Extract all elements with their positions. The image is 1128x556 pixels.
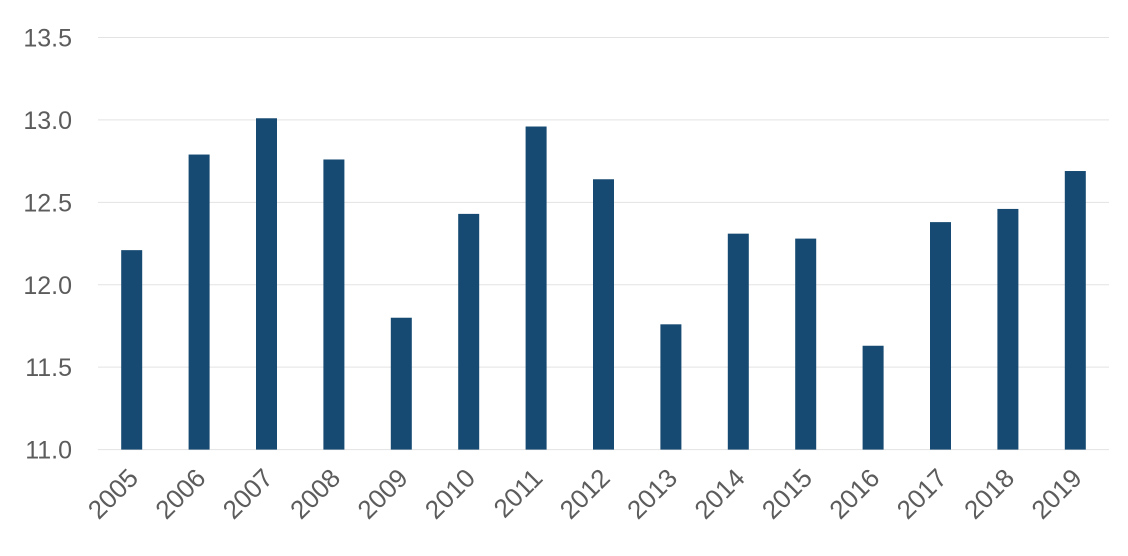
svg-text:11.0: 11.0	[25, 437, 72, 465]
svg-text:2005: 2005	[82, 463, 144, 525]
svg-text:2019: 2019	[1025, 463, 1087, 525]
svg-text:2015: 2015	[756, 463, 818, 525]
svg-text:2007: 2007	[217, 463, 279, 525]
svg-text:2012: 2012	[554, 463, 616, 525]
svg-text:2014: 2014	[688, 463, 750, 525]
svg-text:2006: 2006	[149, 463, 211, 525]
svg-text:12.5: 12.5	[23, 189, 72, 217]
svg-text:2017: 2017	[891, 463, 953, 525]
svg-text:11.5: 11.5	[25, 354, 72, 382]
svg-text:2013: 2013	[621, 463, 683, 525]
svg-text:13.0: 13.0	[23, 107, 72, 135]
svg-text:2008: 2008	[284, 463, 346, 525]
svg-text:2016: 2016	[823, 463, 885, 525]
svg-text:12.0: 12.0	[23, 272, 72, 300]
svg-text:13.5: 13.5	[23, 25, 72, 53]
svg-text:2009: 2009	[351, 463, 413, 525]
svg-text:2010: 2010	[419, 463, 481, 525]
svg-text:2011: 2011	[488, 463, 549, 524]
svg-text:2018: 2018	[958, 463, 1020, 525]
